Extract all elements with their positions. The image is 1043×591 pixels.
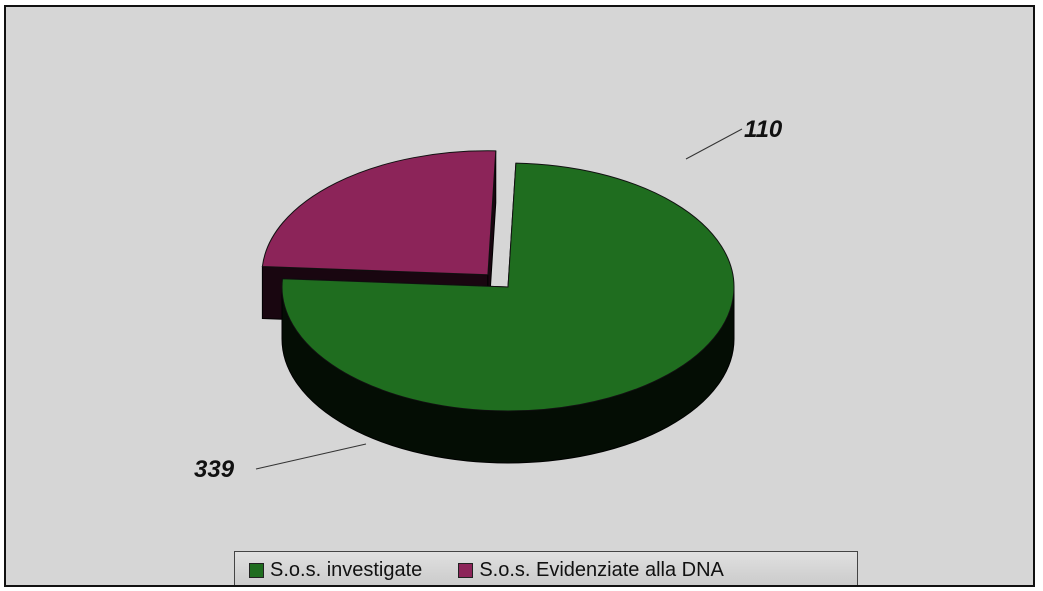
pie-chart: 339 110 (194, 116, 783, 483)
leader-line-0 (255, 443, 367, 470)
chart-frame: 339 110 S.o.s. investigate S.o.s. Evidenz… (4, 5, 1035, 587)
legend-swatch-investigate (249, 563, 264, 578)
legend-label-evidenziate: S.o.s. Evidenziate alla DNA (479, 559, 724, 581)
legend-item-investigate: S.o.s. investigate (249, 559, 422, 582)
legend-swatch-evidenziate (458, 563, 474, 578)
leader-line-1 (685, 128, 743, 160)
data-label-evidenziate: 110 (744, 116, 783, 143)
pie-slice-investigate (281, 162, 735, 464)
chart-legend: S.o.s. investigate S.o.s. Evidenziate al… (234, 551, 858, 585)
legend-item-evidenziate: S.o.s. Evidenziate alla DNA (458, 559, 724, 582)
legend-label-investigate: S.o.s. investigate (270, 559, 423, 581)
data-label-investigate: 339 (194, 456, 235, 483)
